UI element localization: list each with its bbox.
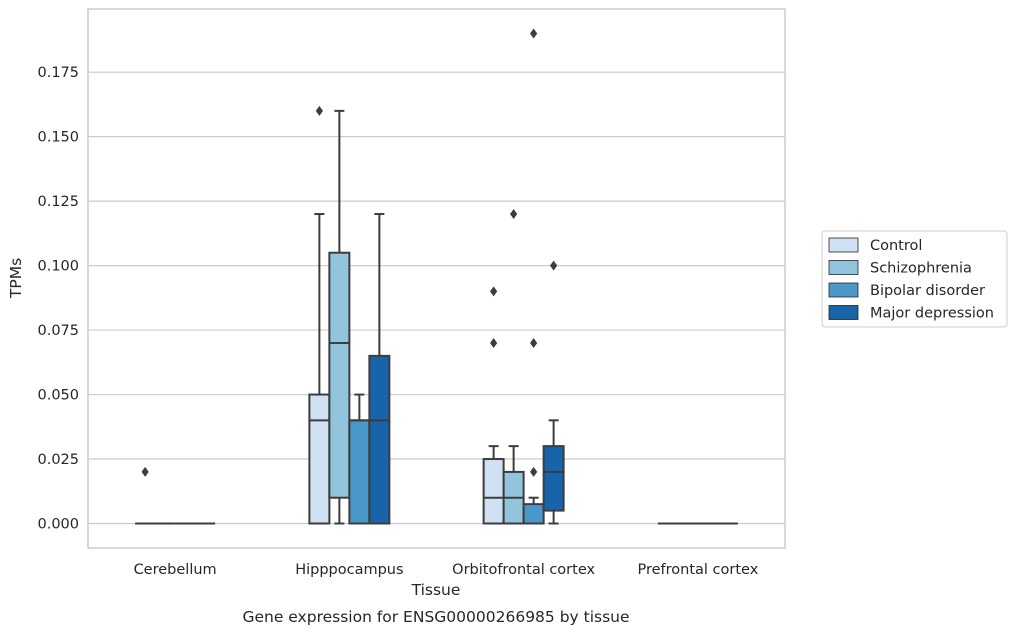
legend-label: Control: [870, 238, 922, 254]
box-major-depression: [368, 213, 391, 525]
box-major-depression: [542, 260, 565, 525]
legend-swatch: [828, 260, 859, 275]
box-body: [368, 354, 391, 525]
legend-frame: [821, 230, 1008, 328]
y-tick-label: 0.150: [37, 130, 79, 146]
box-bipolar-disorder: [522, 28, 545, 525]
box-control: [308, 105, 331, 525]
outlier-point: [530, 28, 538, 39]
legend-swatch: [828, 305, 859, 320]
box-body: [328, 251, 351, 499]
box-schizophrenia: [328, 109, 351, 525]
outlier-point: [530, 337, 538, 348]
box-bipolar-disorder: [348, 393, 371, 525]
y-tick-label: 0.000: [37, 517, 79, 533]
y-tick-label: 0.125: [37, 194, 79, 210]
box-body: [522, 503, 545, 525]
gridlines: [88, 71, 785, 525]
legend-label: Schizophrenia: [870, 261, 972, 277]
x-tick-label: Cerebellum: [134, 562, 217, 578]
box-control: [135, 466, 156, 525]
x-axis-label: Tissue: [411, 581, 461, 599]
box-body: [542, 445, 565, 512]
y-tick-label: 0.025: [37, 452, 79, 468]
box-control: [482, 286, 505, 525]
x-tick-label: Prefrontal cortex: [637, 562, 758, 578]
box-body: [482, 458, 505, 525]
box-schizophrenia: [502, 209, 525, 525]
legend-label: Bipolar disorder: [870, 283, 985, 299]
y-axis-label: TPMs: [7, 258, 25, 299]
x-tick-label: Orbitofrontal cortex: [452, 562, 595, 578]
outlier-point: [510, 209, 518, 220]
y-tick-label: 0.075: [37, 323, 79, 339]
x-axis-ticks: Cerebellum Hipppocampus Orbitofrontal cort…: [134, 562, 759, 578]
y-tick-label: 0.050: [37, 388, 79, 404]
legend: Control Schizophrenia Bipolar disorder Majo…: [821, 230, 1008, 328]
box-plot-series: [135, 28, 738, 525]
chart-caption: Gene expression for ENSG00000266985 by t…: [242, 608, 629, 626]
plot-area-frame: [87, 8, 786, 549]
legend-swatch: [828, 237, 859, 253]
outlier-point: [530, 466, 538, 477]
outlier-point: [315, 105, 323, 116]
y-tick-label: 0.175: [37, 65, 79, 81]
outlier-point: [490, 286, 498, 297]
y-tick-label: 0.100: [37, 259, 79, 275]
y-axis-ticks: 0.000 0.025 0.050 0.075 0.100 0.125 0.150 0.175: [37, 65, 79, 532]
outlier-point: [490, 337, 498, 348]
box-body: [348, 419, 371, 525]
box-body: [308, 393, 331, 525]
outlier-point: [141, 466, 149, 477]
x-tick-label: Hipppocampus: [295, 562, 403, 578]
outlier-point: [550, 260, 558, 271]
legend-swatch: [828, 282, 859, 298]
legend-entries: Control Schizophrenia Bipolar disorder Majo…: [828, 237, 994, 322]
legend-label: Major depression: [870, 306, 994, 322]
